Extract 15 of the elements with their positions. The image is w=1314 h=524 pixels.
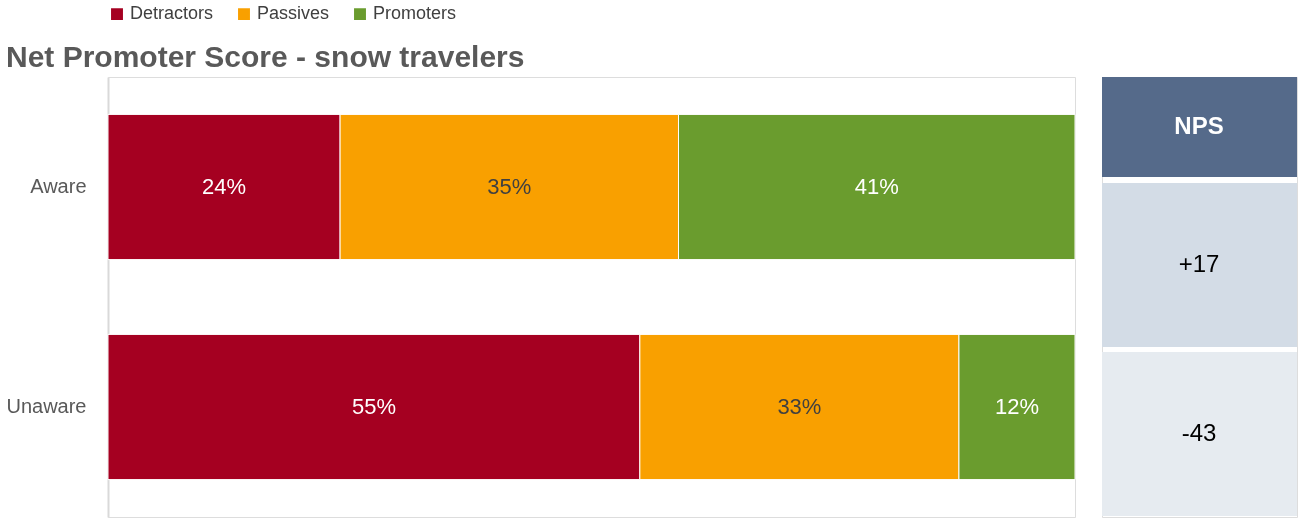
y-tick-label: Unaware: [6, 395, 87, 417]
data-label: 24%: [202, 174, 247, 199]
data-label: 33%: [777, 394, 822, 419]
data-label: 55%: [351, 394, 396, 419]
text: +17: [1178, 250, 1220, 277]
data-label: 12%: [994, 394, 1039, 419]
legend-label: Promoters: [373, 3, 457, 24]
legend-label: Detractors: [130, 3, 214, 24]
y-tick-label: Aware: [30, 175, 87, 197]
legend-label: Passives: [257, 3, 330, 24]
text: -43: [1181, 419, 1217, 446]
data-label: 41%: [854, 174, 899, 199]
data-label: 35%: [487, 174, 532, 199]
text: NPS: [1174, 112, 1224, 139]
chart-title: Net Promoter Score - snow travelers: [5, 40, 525, 73]
